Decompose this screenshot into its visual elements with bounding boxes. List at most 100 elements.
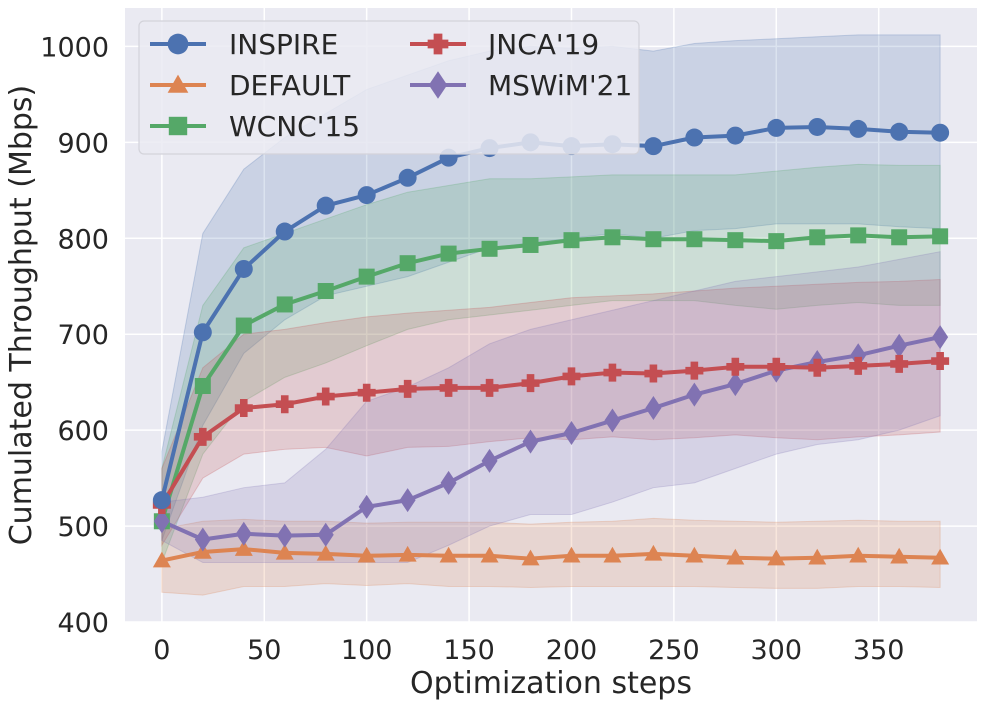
point-inspire-12 [644,137,663,156]
point-jnca-19-9 [521,374,540,393]
confidence-bands [161,34,941,596]
point-jnca-19-13 [685,361,704,380]
point-default-13 [685,546,704,563]
point-inspire-18 [890,122,909,141]
x-tick-label-150: 150 [443,635,495,666]
y-tick-label-900: 900 [57,128,109,159]
x-tick-label-0: 0 [153,635,170,666]
point-default-17 [849,546,868,563]
point-default-14 [726,548,745,565]
point-wcnc-15-5 [358,268,375,285]
point-jnca-19-4 [316,387,335,406]
x-tick-label-350: 350 [853,635,905,666]
point-default-2 [234,540,253,556]
point-mswim-21-0 [153,509,170,534]
point-mswim-21-6 [399,488,416,513]
point-mswim-21-9 [522,429,539,454]
y-axis-label: Cumulated Throughput (Mbps) [4,85,39,546]
legend-item-wcnc-15: WCNC'15 [150,110,360,143]
point-wcnc-15-3 [276,296,293,313]
point-jnca-19-18 [890,354,909,373]
point-inspire-3 [275,222,294,241]
legend-item-jnca-19: JNCA'19 [410,28,599,61]
point-wcnc-15-18 [891,229,908,246]
point-default-11 [603,546,622,563]
point-default-7 [439,546,458,563]
y-tick-label-400: 400 [57,608,109,639]
point-wcnc-15-6 [399,255,416,272]
y-tick-label-1000: 1000 [40,32,109,63]
point-default-16 [808,548,827,565]
point-jnca-19-5 [357,383,376,402]
legend-item-default: DEFAULT [150,69,351,102]
point-inspire-0 [152,491,171,510]
point-wcnc-15-10 [563,232,580,249]
point-wcnc-15-4 [317,283,334,300]
point-jnca-19-15 [767,357,786,376]
point-mswim-21-18 [891,333,908,358]
point-inspire-4 [316,196,335,215]
point-default-12 [644,544,663,561]
point-default-19 [931,548,950,565]
x-tick-label-300: 300 [751,635,803,666]
legend-marker-jnca-19 [427,33,449,55]
point-wcnc-15-1 [194,377,211,394]
point-wcnc-15-11 [604,229,621,246]
x-axis-ticks: 0 50 100 150 200 250 300 350 [153,635,904,666]
legend-label-inspire: INSPIRE [229,28,338,61]
point-jnca-19-10 [562,367,581,386]
point-jnca-19-8 [480,378,499,397]
legend-item-mswim-21: MSWiM'21 [410,69,632,102]
y-tick-label-700: 700 [57,320,109,351]
x-tick-label-200: 200 [546,635,598,666]
point-inspire-5 [357,186,376,205]
point-mswim-21-4 [317,522,334,547]
point-mswim-21-5 [358,494,375,519]
point-wcnc-15-14 [727,232,744,249]
point-jnca-19-11 [603,363,622,382]
legend-marker-inspire [167,33,189,55]
point-wcnc-15-13 [686,231,703,248]
point-inspire-1 [193,323,212,342]
point-default-8 [480,546,499,563]
point-default-4 [316,544,335,561]
point-wcnc-15-9 [522,236,539,253]
point-inspire-13 [685,128,704,147]
point-wcnc-15-8 [481,240,498,257]
point-default-0 [152,551,171,568]
line-default [161,547,941,563]
point-jnca-19-1 [193,427,212,446]
legend-label-jnca-19: JNCA'19 [486,28,599,61]
x-tick-label-250: 250 [648,635,700,666]
x-axis-label: Optimization steps [410,666,692,701]
legend-label-mswim-21: MSWiM'21 [488,69,632,102]
point-inspire-15 [767,118,786,137]
point-inspire-19 [931,123,950,142]
point-wcnc-15-7 [440,245,457,262]
point-inspire-17 [849,119,868,138]
point-inspire-2 [234,259,253,278]
point-mswim-21-19 [932,325,949,350]
point-jnca-19-12 [644,364,663,383]
point-mswim-21-3 [276,523,293,548]
band-wcnc-15 [161,163,941,563]
point-jnca-19-6 [398,379,417,398]
point-default-18 [890,547,909,564]
legend-marker-default [167,74,189,93]
legend-label-wcnc-15: WCNC'15 [229,110,360,143]
point-wcnc-15-17 [850,227,867,244]
point-wcnc-15-19 [932,228,949,245]
point-mswim-21-2 [235,521,252,546]
point-default-3 [275,543,294,560]
point-jnca-19-19 [931,352,950,371]
band-mswim-21 [161,251,941,564]
point-jnca-19-3 [275,395,294,414]
legend-marker-wcnc-15 [168,116,188,136]
point-mswim-21-14 [727,372,744,397]
point-inspire-16 [808,117,827,136]
point-mswim-21-11 [604,408,621,433]
point-default-15 [767,549,786,566]
point-jnca-19-7 [439,378,458,397]
point-mswim-21-1 [194,527,211,552]
